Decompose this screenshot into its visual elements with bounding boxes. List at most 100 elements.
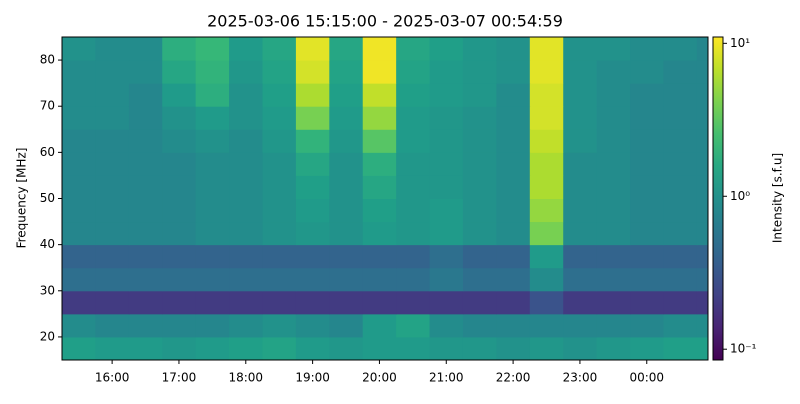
heatmap-cell bbox=[362, 175, 397, 199]
heatmap-cell bbox=[496, 267, 531, 292]
heatmap-cell bbox=[262, 152, 297, 176]
heatmap-cell bbox=[462, 106, 497, 130]
heatmap-cell bbox=[195, 290, 230, 315]
heatmap-cell bbox=[596, 244, 631, 269]
heatmap-cell bbox=[295, 313, 330, 338]
heatmap-cell bbox=[162, 198, 197, 223]
heatmap-cell bbox=[128, 221, 163, 246]
heatmap-cell bbox=[362, 267, 397, 292]
heatmap-cell bbox=[95, 60, 130, 84]
heatmap-cell bbox=[62, 83, 96, 107]
heatmap-cell bbox=[162, 313, 197, 338]
heatmap-cell bbox=[229, 152, 263, 176]
heatmap-cell bbox=[563, 198, 598, 223]
heatmap-cell bbox=[429, 175, 464, 199]
heatmap-cell bbox=[329, 221, 364, 246]
x-tick-label: 19:00 bbox=[295, 371, 330, 385]
heatmap-cell bbox=[529, 152, 564, 176]
heatmap-cell bbox=[496, 83, 531, 107]
heatmap-cell bbox=[630, 83, 664, 107]
heatmap-cell bbox=[396, 152, 431, 176]
heatmap-cell bbox=[529, 290, 564, 315]
heatmap-cell bbox=[262, 129, 297, 153]
y-tick-label: 60 bbox=[40, 145, 55, 159]
heatmap-cell bbox=[563, 267, 598, 292]
heatmap-cell bbox=[563, 336, 598, 361]
heatmap-cell bbox=[362, 152, 397, 176]
heatmap-cell bbox=[429, 106, 464, 130]
heatmap-cell bbox=[95, 37, 130, 61]
heatmap-cell bbox=[295, 267, 330, 292]
heatmap-cell bbox=[229, 37, 263, 61]
heatmap-cell bbox=[295, 221, 330, 246]
heatmap-cell bbox=[630, 336, 664, 361]
heatmap-cell bbox=[396, 313, 431, 338]
heatmap-cell bbox=[496, 244, 531, 269]
heatmap-cell bbox=[329, 244, 364, 269]
heatmap-cell bbox=[195, 244, 230, 269]
heatmap-cell bbox=[229, 129, 263, 153]
heatmap-cell bbox=[95, 198, 130, 223]
heatmap-cell bbox=[462, 267, 497, 292]
heatmap-cell bbox=[462, 175, 497, 199]
x-tick-label: 17:00 bbox=[162, 371, 197, 385]
heatmap-cell bbox=[696, 290, 709, 315]
heatmap-cell bbox=[195, 106, 230, 130]
heatmap-cell bbox=[229, 198, 263, 223]
heatmap-cell bbox=[462, 290, 497, 315]
heatmap-cell bbox=[128, 313, 163, 338]
heatmap-cell bbox=[696, 336, 709, 361]
heatmap-cell bbox=[663, 83, 698, 107]
heatmap-cell bbox=[162, 37, 197, 61]
heatmap-cell bbox=[229, 267, 263, 292]
heatmap-cell bbox=[663, 152, 698, 176]
colorbar bbox=[712, 36, 724, 361]
heatmap-cell bbox=[262, 198, 297, 223]
heatmap-cell bbox=[696, 198, 709, 223]
heatmap-cell bbox=[329, 290, 364, 315]
heatmap-cell bbox=[396, 37, 431, 61]
heatmap-cell bbox=[429, 244, 464, 269]
heatmap-cell bbox=[462, 336, 497, 361]
heatmap-cell bbox=[162, 83, 197, 107]
heatmap-cell bbox=[462, 129, 497, 153]
heatmap-cell bbox=[295, 60, 330, 84]
heatmap-cell bbox=[229, 175, 263, 199]
heatmap-cell bbox=[462, 152, 497, 176]
heatmap-cell bbox=[295, 175, 330, 199]
x-tick-label: 22:00 bbox=[496, 371, 531, 385]
heatmap-cell bbox=[162, 152, 197, 176]
heatmap-cell bbox=[128, 106, 163, 130]
heatmap-cell bbox=[496, 152, 531, 176]
heatmap-cell bbox=[329, 83, 364, 107]
heatmap-cell bbox=[362, 106, 397, 130]
colorbar-label: Intensity [s.f.u] bbox=[771, 153, 785, 243]
heatmap-cell bbox=[596, 313, 631, 338]
y-tick-label: 40 bbox=[40, 237, 55, 251]
heatmap-cell bbox=[529, 37, 564, 61]
heatmap-cell bbox=[295, 198, 330, 223]
heatmap-cell bbox=[429, 198, 464, 223]
heatmap-cell bbox=[462, 37, 497, 61]
heatmap-cell bbox=[329, 313, 364, 338]
heatmap-cell bbox=[95, 267, 130, 292]
heatmap-cell bbox=[529, 83, 564, 107]
x-tick-label: 16:00 bbox=[95, 371, 130, 385]
heatmap-cell bbox=[563, 175, 598, 199]
x-tick-label: 00:00 bbox=[629, 371, 664, 385]
heatmap-cell bbox=[62, 106, 96, 130]
heatmap-cell bbox=[563, 37, 598, 61]
heatmap-cell bbox=[696, 60, 709, 84]
heatmap-cell bbox=[429, 221, 464, 246]
heatmap-cell bbox=[329, 152, 364, 176]
heatmap-cell bbox=[229, 290, 263, 315]
heatmap-cell bbox=[396, 106, 431, 130]
heatmap-cell bbox=[663, 106, 698, 130]
heatmap-cell bbox=[128, 198, 163, 223]
heatmap-cell bbox=[529, 267, 564, 292]
heatmap-cell bbox=[630, 37, 664, 61]
heatmap-cell bbox=[162, 244, 197, 269]
heatmap-cell bbox=[295, 83, 330, 107]
heatmap-cell bbox=[496, 106, 531, 130]
